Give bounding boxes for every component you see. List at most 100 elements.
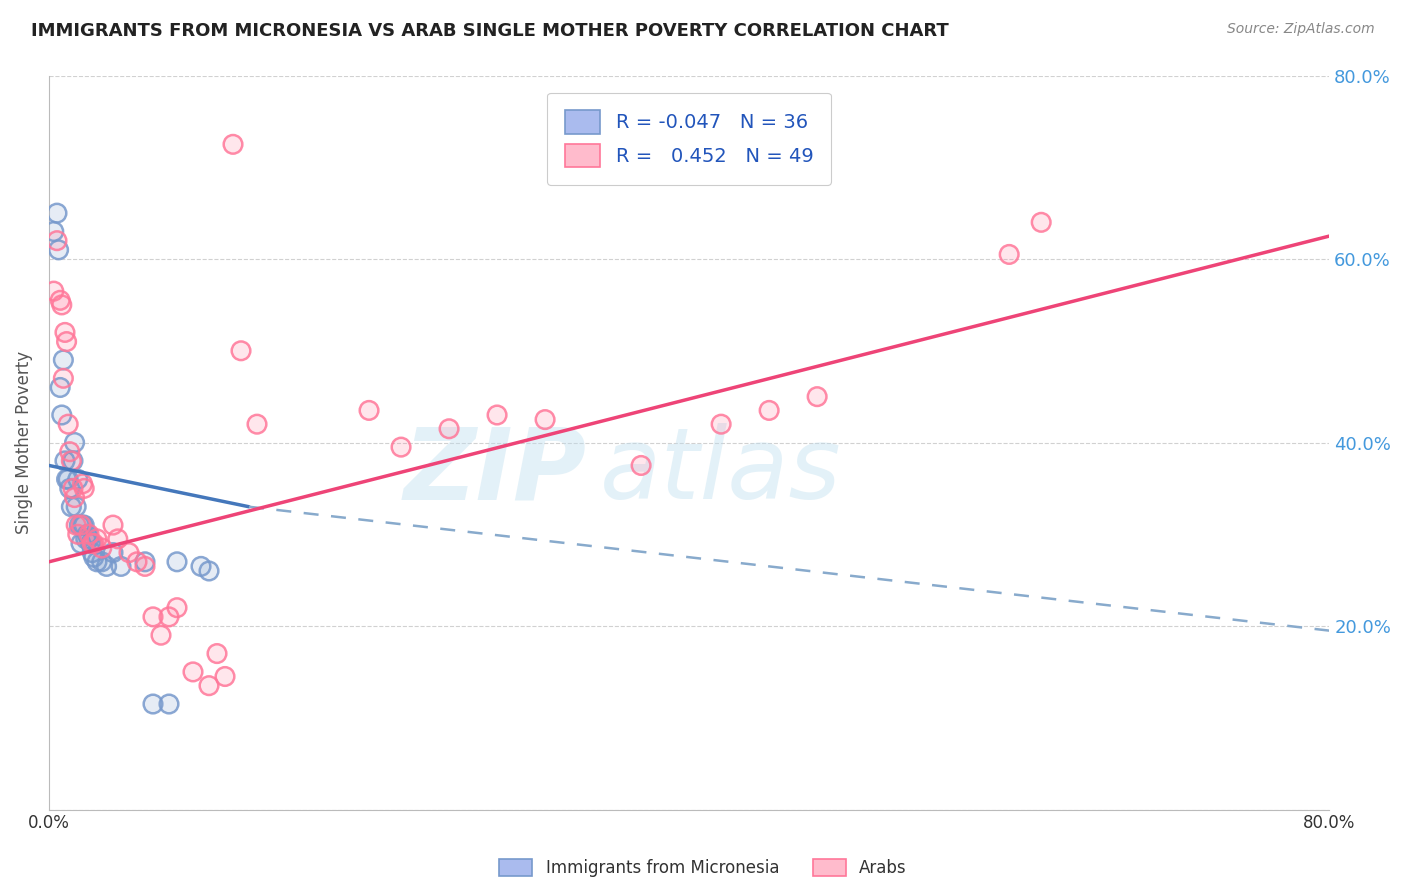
- Point: [86, 555, 108, 569]
- Point: [107, 532, 129, 546]
- Point: [73, 482, 96, 496]
- Point: [96, 559, 118, 574]
- Point: [125, 555, 148, 569]
- Point: [49, 380, 72, 394]
- Point: [62, 454, 84, 468]
- Point: [59, 444, 82, 458]
- Point: [52, 353, 75, 368]
- Point: [96, 559, 118, 574]
- Point: [70, 518, 93, 533]
- Point: [806, 390, 828, 404]
- Point: [86, 532, 108, 546]
- Point: [214, 669, 236, 683]
- Point: [70, 536, 93, 550]
- Point: [65, 500, 87, 514]
- Point: [72, 518, 94, 533]
- Point: [62, 482, 84, 496]
- Point: [758, 403, 780, 417]
- Point: [52, 353, 75, 368]
- Point: [55, 334, 77, 349]
- Point: [46, 206, 69, 220]
- Point: [118, 546, 141, 560]
- Y-axis label: Single Mother Poverty: Single Mother Poverty: [15, 351, 32, 534]
- Point: [630, 458, 652, 473]
- Point: [118, 546, 141, 560]
- Point: [229, 343, 252, 358]
- Point: [86, 555, 108, 569]
- Point: [83, 536, 105, 550]
- Point: [134, 555, 156, 569]
- Point: [142, 697, 165, 711]
- Point: [65, 500, 87, 514]
- Point: [157, 697, 180, 711]
- Point: [437, 422, 460, 436]
- Point: [107, 532, 129, 546]
- Point: [55, 472, 77, 486]
- Legend: R = -0.047   N = 36, R =   0.452   N = 49: R = -0.047 N = 36, R = 0.452 N = 49: [547, 93, 831, 185]
- Point: [166, 555, 188, 569]
- Point: [198, 679, 221, 693]
- Point: [72, 518, 94, 533]
- Point: [86, 532, 108, 546]
- Point: [181, 665, 204, 679]
- Point: [83, 550, 105, 565]
- Point: [75, 532, 97, 546]
- Point: [65, 518, 87, 533]
- Point: [142, 610, 165, 624]
- Point: [166, 555, 188, 569]
- Point: [77, 527, 100, 541]
- Point: [56, 472, 79, 486]
- Point: [48, 243, 70, 257]
- Point: [229, 343, 252, 358]
- Point: [70, 536, 93, 550]
- Point: [110, 559, 132, 574]
- Point: [630, 458, 652, 473]
- Point: [710, 417, 733, 432]
- Point: [90, 555, 112, 569]
- Point: [48, 243, 70, 257]
- Point: [101, 518, 124, 533]
- Point: [62, 482, 84, 496]
- Point: [42, 284, 65, 298]
- Point: [166, 600, 188, 615]
- Point: [486, 408, 509, 422]
- Point: [56, 417, 79, 432]
- Point: [63, 435, 86, 450]
- Point: [76, 527, 98, 541]
- Point: [998, 247, 1021, 261]
- Point: [82, 546, 104, 560]
- Point: [806, 390, 828, 404]
- Point: [77, 532, 100, 546]
- Point: [46, 234, 69, 248]
- Point: [125, 555, 148, 569]
- Point: [1031, 215, 1053, 229]
- Point: [90, 541, 112, 555]
- Point: [46, 206, 69, 220]
- Point: [53, 454, 76, 468]
- Point: [79, 536, 101, 550]
- Point: [246, 417, 269, 432]
- Point: [205, 647, 228, 661]
- Point: [66, 527, 89, 541]
- Point: [181, 665, 204, 679]
- Point: [65, 518, 87, 533]
- Point: [55, 334, 77, 349]
- Point: [166, 600, 188, 615]
- Point: [52, 371, 75, 385]
- Point: [42, 225, 65, 239]
- Text: atlas: atlas: [599, 424, 841, 520]
- Point: [357, 403, 380, 417]
- Point: [66, 527, 89, 541]
- Point: [51, 408, 73, 422]
- Point: [53, 326, 76, 340]
- Point: [66, 472, 89, 486]
- Point: [157, 610, 180, 624]
- Point: [486, 408, 509, 422]
- Point: [157, 610, 180, 624]
- Point: [101, 518, 124, 533]
- Point: [90, 555, 112, 569]
- Point: [51, 408, 73, 422]
- Point: [67, 518, 90, 533]
- Legend: Immigrants from Micronesia, Arabs: Immigrants from Micronesia, Arabs: [492, 852, 914, 884]
- Point: [63, 491, 86, 505]
